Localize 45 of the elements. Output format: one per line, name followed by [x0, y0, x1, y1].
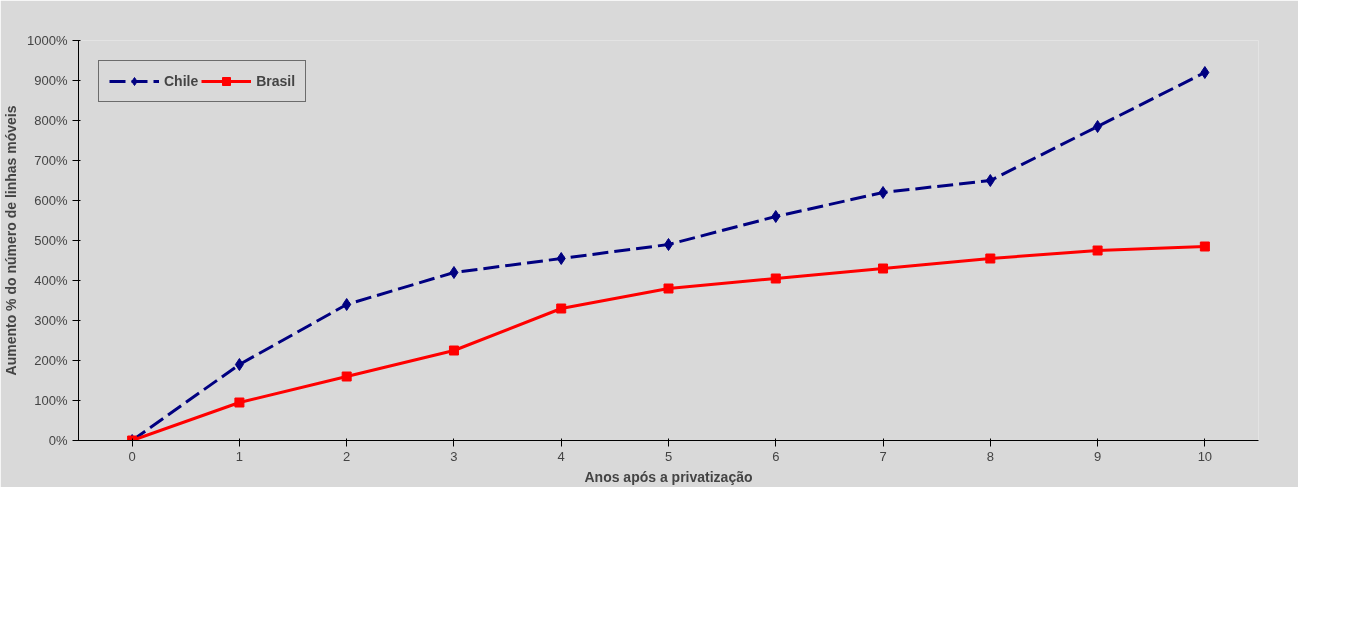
point: [663, 283, 674, 294]
x-tick-label: 6: [772, 448, 780, 464]
point: [342, 298, 352, 311]
x-tick-label: 0: [128, 448, 136, 464]
x-tick-label: 3: [450, 448, 458, 464]
point: [1093, 120, 1103, 133]
x-tick-label: 5: [664, 448, 673, 464]
point: [878, 263, 889, 274]
y-tick-label: 600%: [34, 193, 68, 208]
y-tick-label: 900%: [34, 73, 68, 88]
x-tick-label: 4: [557, 448, 565, 464]
y-tick-label: 200%: [34, 353, 68, 368]
point: [448, 345, 459, 356]
point: [341, 371, 352, 382]
point: [770, 273, 781, 284]
point: [1092, 245, 1103, 256]
point: [556, 303, 567, 314]
point: [1199, 241, 1210, 252]
x-tick-label: 7: [879, 448, 887, 464]
point: [985, 174, 995, 187]
y-tick-label: 300%: [34, 313, 68, 328]
y-tick-label: 1000%: [27, 33, 68, 48]
point: [234, 358, 244, 371]
x-tick-label: 10: [1197, 448, 1213, 464]
x-axis-title: Anos após a privatização: [584, 468, 753, 485]
x-tick-label: 8: [986, 448, 994, 464]
y-tick-label: 400%: [34, 273, 68, 288]
point: [556, 252, 566, 265]
point: [771, 210, 781, 223]
legend-label: Brasil: [256, 73, 296, 89]
point: [985, 253, 996, 264]
y-tick-label: 500%: [34, 233, 68, 248]
y-tick-label: 700%: [34, 153, 68, 168]
legend-label: Chile: [164, 73, 199, 89]
y-tick-label: 0%: [48, 433, 68, 448]
y-axis-title: Aumento % do número de linhas móveis: [3, 105, 20, 376]
point: [449, 266, 459, 279]
x-tick-label: 2: [343, 448, 351, 464]
point: [1200, 66, 1210, 79]
x-tick-label: 1: [235, 448, 244, 464]
x-tick-label: 9: [1093, 448, 1102, 464]
point: [234, 397, 245, 408]
point: [878, 186, 888, 199]
y-tick-label: 800%: [34, 113, 68, 128]
y-tick-label: 100%: [34, 393, 68, 408]
